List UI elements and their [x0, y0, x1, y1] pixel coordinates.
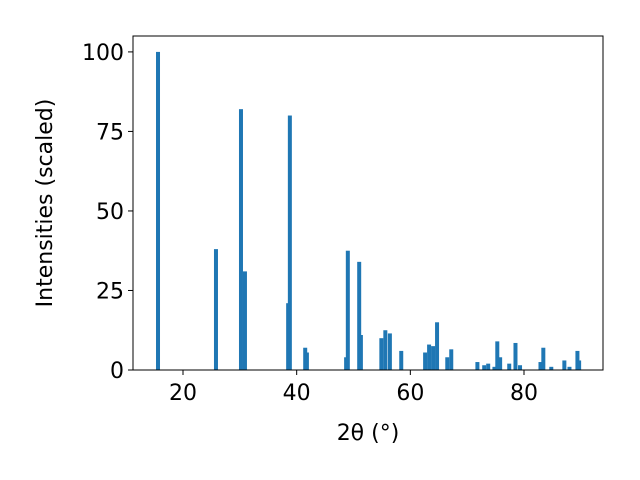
bar — [427, 344, 432, 370]
bar — [507, 363, 512, 370]
bar — [445, 357, 450, 370]
bar — [482, 365, 487, 370]
bar — [492, 366, 497, 370]
bar — [213, 249, 218, 370]
bar — [562, 360, 567, 370]
bar — [498, 357, 503, 370]
x-tick-label: 20 — [169, 381, 197, 406]
bar — [538, 362, 543, 370]
bar — [242, 271, 247, 370]
bar — [475, 362, 480, 370]
bar — [379, 338, 384, 370]
plot-frame — [132, 35, 604, 371]
bar — [449, 349, 454, 370]
bar — [518, 365, 523, 370]
bar — [238, 109, 243, 371]
bar — [357, 261, 362, 370]
y-tick-label: 100 — [82, 41, 124, 66]
bar — [399, 350, 404, 370]
bar — [387, 333, 392, 370]
y-tick-label: 0 — [110, 359, 124, 384]
bar — [577, 360, 582, 370]
bar — [345, 250, 350, 370]
x-tick-label: 80 — [510, 381, 538, 406]
bar — [156, 51, 161, 371]
bar — [513, 342, 518, 370]
bar — [486, 363, 491, 370]
bar — [567, 366, 572, 370]
bar — [435, 322, 440, 370]
y-tick-label: 75 — [96, 120, 124, 145]
bar — [304, 352, 309, 370]
y-tick-label: 50 — [96, 200, 124, 225]
x-tick-label: 40 — [283, 381, 311, 406]
x-tick-label: 60 — [396, 381, 424, 406]
x-axis-label: 2θ (°) — [337, 421, 400, 446]
bar — [549, 366, 554, 370]
y-tick-label: 25 — [96, 279, 124, 304]
bar — [495, 341, 500, 370]
bar — [541, 347, 546, 370]
bar — [287, 115, 292, 371]
bar — [358, 335, 363, 370]
bar — [431, 346, 436, 370]
bar — [383, 330, 388, 370]
bar — [423, 352, 428, 370]
y-axis-label: Intensities (scaled) — [33, 99, 58, 308]
